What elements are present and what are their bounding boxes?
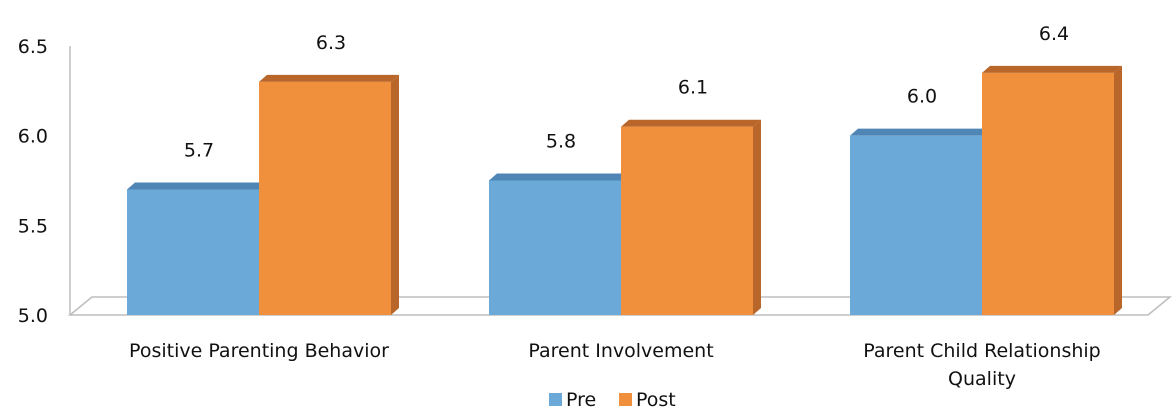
data-labels: 5.7 6.3 5.8 6.1 6.0 6.4 — [184, 23, 1069, 162]
bars — [127, 65, 1122, 316]
floor — [67, 296, 1172, 316]
y-tick-label: 5.0 — [18, 305, 48, 327]
y-tick-label: 6.0 — [18, 126, 48, 148]
category-label-1: Parent Involvement — [528, 340, 713, 362]
y-tick-label: 5.5 — [18, 215, 48, 237]
data-label-post-1: 6.1 — [678, 77, 708, 99]
category-label-0: Positive Parenting Behavior — [129, 340, 389, 362]
legend-swatch — [549, 393, 562, 406]
legend-label: Post — [636, 389, 676, 411]
legend-item-post: Post — [619, 389, 676, 411]
bar-pre-2 — [850, 128, 990, 315]
data-label-pre-1: 5.8 — [546, 131, 576, 153]
category-label-2: Parent Child Relationship Quality — [863, 340, 1100, 390]
data-label-pre-0: 5.7 — [184, 139, 214, 161]
legend-swatch — [619, 393, 632, 406]
data-label-post-2: 6.4 — [1039, 23, 1069, 45]
y-tick-label: 6.5 — [18, 36, 48, 58]
legend-item-pre: Pre — [549, 389, 596, 411]
bar-post-1 — [621, 119, 761, 315]
legend-label: Pre — [566, 389, 596, 411]
bar-post-2 — [982, 65, 1122, 316]
axes: 5.0 5.5 6.0 6.5 — [18, 36, 1172, 327]
bar-pre-1 — [489, 173, 629, 315]
legend: Pre Post — [549, 389, 676, 411]
bar-pre-0 — [127, 182, 267, 315]
bar-post-0 — [259, 74, 399, 315]
data-label-pre-2: 6.0 — [907, 86, 937, 108]
category-labels: Positive Parenting Behavior Parent Involv… — [129, 340, 1101, 390]
data-label-post-0: 6.3 — [316, 32, 346, 54]
